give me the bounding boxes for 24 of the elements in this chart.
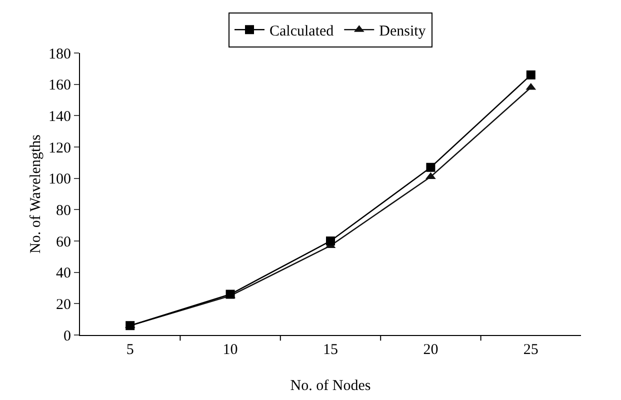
legend-label: Density — [379, 23, 426, 40]
y-tick-label: 0 — [64, 328, 71, 344]
y-tick-label: 160 — [48, 78, 71, 94]
x-tick-label: 15 — [323, 342, 338, 358]
y-tick-label: 80 — [56, 202, 71, 219]
legend-label: Calculated — [270, 23, 334, 40]
point — [426, 172, 436, 180]
y-tick-label: 180 — [48, 46, 71, 62]
x-tick-label: 10 — [222, 342, 238, 358]
y-tick-label: 100 — [48, 172, 71, 188]
x-tick-label: 5 — [126, 342, 134, 358]
point — [526, 70, 536, 80]
point — [426, 162, 436, 172]
y-axis-title: No. of Wavelengths — [28, 134, 44, 254]
point — [326, 236, 335, 246]
x-axis-title: No. of Nodes — [290, 378, 371, 394]
x-tick-label: 25 — [523, 342, 538, 358]
y-tick-label: 40 — [56, 266, 71, 282]
y-tick-label: 20 — [56, 296, 71, 313]
y-tick-label: 120 — [48, 140, 71, 156]
y-tick-label: 140 — [48, 108, 71, 125]
point — [126, 321, 135, 330]
x-tick-label: 20 — [423, 342, 438, 358]
y-tick-label: 60 — [56, 234, 71, 250]
